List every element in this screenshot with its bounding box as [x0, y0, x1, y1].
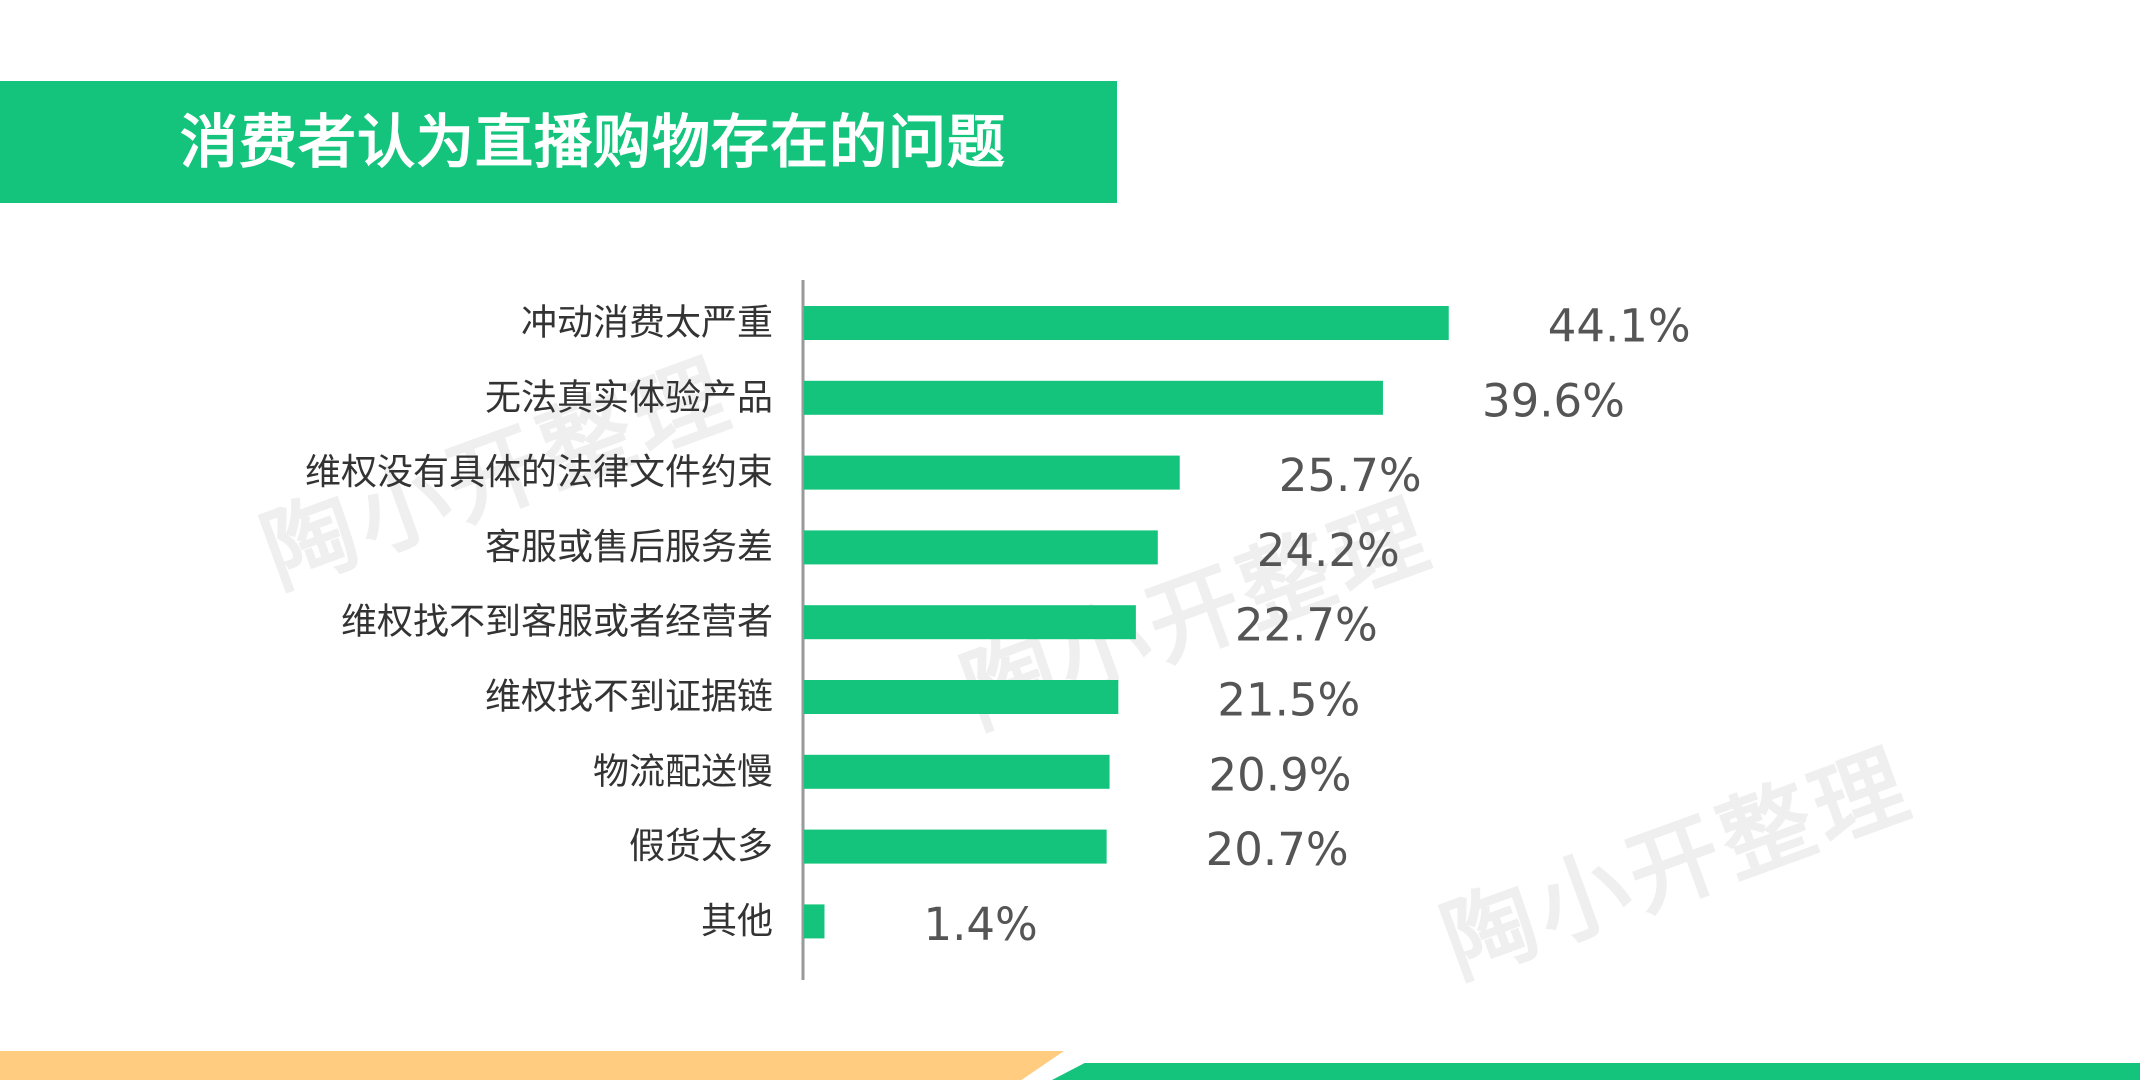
value-label: 1.4%	[923, 898, 1037, 951]
bar	[804, 680, 1119, 714]
footer-orange-stripe	[0, 1051, 1064, 1080]
value-label: 21.5%	[1217, 674, 1360, 727]
page-title: 消费者认为直播购物存在的问题	[180, 108, 1007, 176]
category-label: 物流配送慢	[593, 751, 773, 792]
value-label: 22.7%	[1235, 599, 1378, 652]
bar	[804, 605, 1136, 640]
value-label: 25.7%	[1279, 449, 1422, 502]
footer-green-stripe	[1052, 1063, 2140, 1080]
bar	[804, 829, 1107, 864]
value-label: 24.2%	[1257, 524, 1400, 577]
title-banner: 消费者认为直播购物存在的问题	[0, 81, 1117, 203]
bar	[804, 754, 1110, 789]
category-label: 客服或售后服务差	[485, 527, 773, 568]
category-label: 维权找不到证据链	[485, 677, 773, 718]
category-label: 维权没有具体的法律文件约束	[305, 452, 773, 493]
category-label: 维权找不到客服或者经营者	[341, 602, 773, 643]
value-label: 44.1%	[1548, 300, 1691, 353]
category-label: 无法真实体验产品	[485, 377, 773, 418]
bar	[804, 904, 825, 939]
value-label: 20.9%	[1209, 748, 1352, 801]
bar	[804, 380, 1383, 415]
value-label: 20.7%	[1206, 823, 1349, 876]
value-label: 39.6%	[1482, 374, 1625, 427]
category-label: 冲动消费太严重	[521, 303, 773, 344]
category-label: 假货太多	[629, 826, 773, 867]
category-label: 其他	[701, 901, 773, 942]
bar	[804, 306, 1449, 340]
bar	[804, 530, 1158, 565]
bar	[804, 455, 1180, 490]
